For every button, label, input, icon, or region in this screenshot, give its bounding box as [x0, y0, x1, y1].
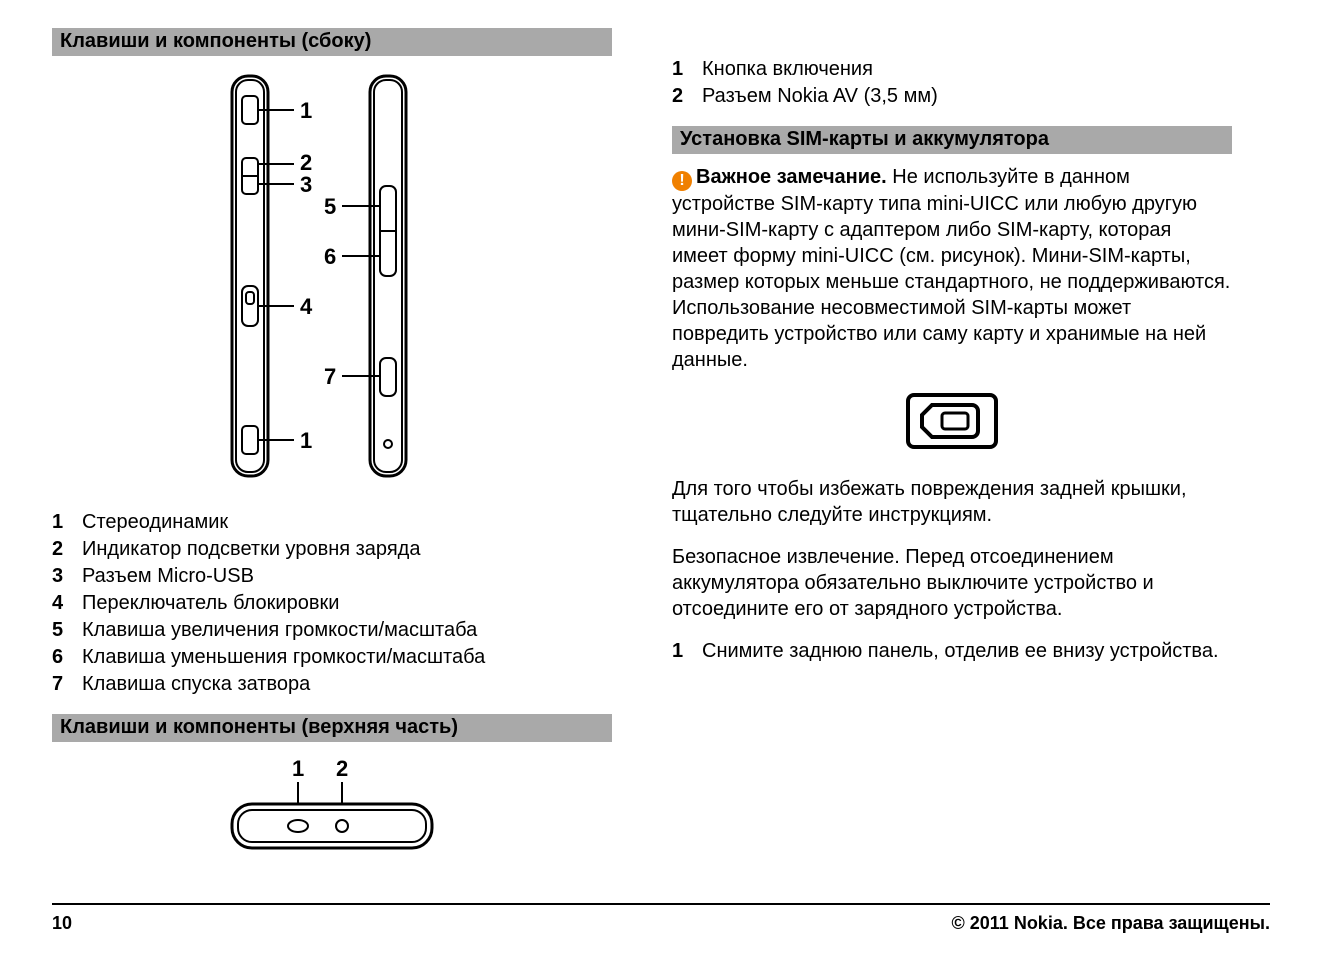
copyright: © 2011 Nokia. Все права защищены.	[952, 913, 1271, 934]
tlabel-1: 1	[292, 756, 304, 781]
top-diagram: 1 2	[52, 752, 612, 867]
list-item: 2Индикатор подсветки уровня заряда	[52, 536, 612, 563]
section-heading-sim: Установка SIM-карты и аккумулятора	[672, 126, 1232, 154]
top-components-list: 1Кнопка включения 2Разъем Nokia AV (3,5 …	[672, 56, 1232, 110]
dlabel-4: 4	[300, 294, 313, 319]
warning-lead: Важное замечание.	[696, 166, 887, 188]
section-heading-top: Клавиши и компоненты (верхняя часть)	[52, 714, 612, 742]
list-item: 7Клавиша спуска затвора	[52, 671, 612, 698]
dlabel-3: 3	[300, 172, 312, 197]
cover-note: Для того чтобы избежать повреждения задн…	[672, 476, 1232, 528]
safe-removal-note: Безопасное извлечение. Перед отсоединени…	[672, 544, 1232, 622]
tlabel-2: 2	[336, 756, 348, 781]
side-components-list: 1Стереодинамик 2Индикатор подсветки уров…	[52, 509, 612, 698]
dlabel-6: 6	[324, 244, 336, 269]
dlabel-1: 1	[300, 98, 312, 123]
sim-icon-figure	[672, 389, 1232, 458]
list-item: 1Стереодинамик	[52, 509, 612, 536]
dlabel-7: 7	[324, 364, 336, 389]
section-heading-side: Клавиши и компоненты (сбоку)	[52, 28, 612, 56]
warning-body: Не используйте в данном устройстве SIM-к…	[672, 166, 1230, 371]
warning-icon: !	[672, 171, 692, 191]
list-item: 6Клавиша уменьшения громкости/масштаба	[52, 644, 612, 671]
install-steps: 1Снимите заднюю панель, отделив ее внизу…	[672, 638, 1232, 665]
dlabel-1b: 1	[300, 428, 312, 453]
right-column: 1Кнопка включения 2Разъем Nokia AV (3,5 …	[672, 28, 1232, 903]
list-item: 3Разъем Micro-USB	[52, 563, 612, 590]
list-item: 5Клавиша увеличения громкости/масштаба	[52, 617, 612, 644]
page-number: 10	[52, 913, 72, 934]
page-footer: 10 © 2011 Nokia. Все права защищены.	[52, 903, 1270, 954]
left-column: Клавиши и компоненты (сбоку)	[52, 28, 612, 903]
dlabel-5: 5	[324, 194, 336, 219]
side-diagram: 1 2 3 4 1	[52, 66, 612, 491]
warning-note: !Важное замечание. Не используйте в данн…	[672, 164, 1232, 373]
list-item: 1Кнопка включения	[672, 56, 1232, 83]
list-item: 1Снимите заднюю панель, отделив ее внизу…	[672, 638, 1232, 665]
list-item: 2Разъем Nokia AV (3,5 мм)	[672, 83, 1232, 110]
list-item: 4Переключатель блокировки	[52, 590, 612, 617]
